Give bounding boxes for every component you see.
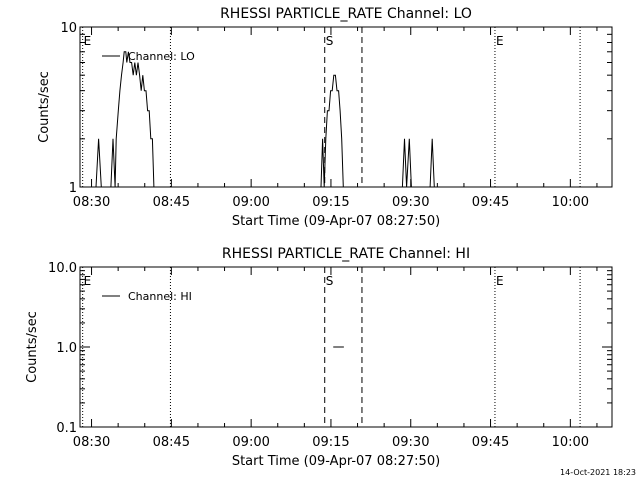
event-marker-label: E bbox=[84, 274, 92, 288]
x-tick-label: 08:45 bbox=[153, 195, 190, 210]
chart-panel-hi: RHESSI PARTICLE_RATE Channel: HI 08:30 08:… bbox=[25, 246, 613, 469]
chart-title: RHESSI PARTICLE_RATE Channel: LO bbox=[220, 6, 472, 22]
event-marker-label: E bbox=[84, 34, 92, 48]
x-tick-label: 09:15 bbox=[312, 195, 349, 210]
event-marker-label: E bbox=[496, 34, 504, 48]
x-tick-label: 08:30 bbox=[73, 435, 110, 450]
legend-label: Channel: HI bbox=[128, 290, 192, 303]
event-marker-label: S bbox=[326, 274, 334, 288]
x-tick-label: 09:45 bbox=[472, 435, 509, 450]
x-tick-label: 09:00 bbox=[232, 195, 269, 210]
x-tick-label: 09:00 bbox=[232, 435, 269, 450]
y-axis-label: Counts/sec bbox=[37, 71, 52, 143]
y-tick-label: 0.1 bbox=[56, 421, 77, 436]
x-axis-label: Start Time (09-Apr-07 08:27:50) bbox=[232, 214, 440, 229]
x-tick-label: 09:30 bbox=[392, 435, 429, 450]
x-tick-label: 09:15 bbox=[312, 435, 349, 450]
chart-panel-lo: RHESSI PARTICLE_RATE Channel: LO 08:30 08:… bbox=[37, 6, 613, 229]
x-tick-label: 10:00 bbox=[552, 195, 589, 210]
y-tick-label: 1.0 bbox=[56, 341, 77, 356]
chart-title: RHESSI PARTICLE_RATE Channel: HI bbox=[222, 246, 470, 262]
x-tick-label: 08:45 bbox=[153, 435, 190, 450]
data-line bbox=[95, 51, 435, 188]
y-tick-label: 1 bbox=[69, 181, 77, 196]
y-axis-label: Counts/sec bbox=[25, 311, 40, 383]
x-tick-label: 09:45 bbox=[472, 195, 509, 210]
y-tick-label: 10 bbox=[60, 21, 77, 36]
x-tick-label: 08:30 bbox=[73, 195, 110, 210]
x-tick-label: 09:30 bbox=[392, 195, 429, 210]
event-marker-label: E bbox=[496, 274, 504, 288]
y-tick-label: 10.0 bbox=[48, 261, 77, 276]
x-axis-label: Start Time (09-Apr-07 08:27:50) bbox=[232, 454, 440, 469]
legend-label: Channel: LO bbox=[128, 50, 195, 63]
footer-timestamp: 14-Oct-2021 18:23 bbox=[560, 468, 636, 477]
x-tick-label: 10:00 bbox=[552, 435, 589, 450]
event-marker-label: S bbox=[326, 34, 334, 48]
